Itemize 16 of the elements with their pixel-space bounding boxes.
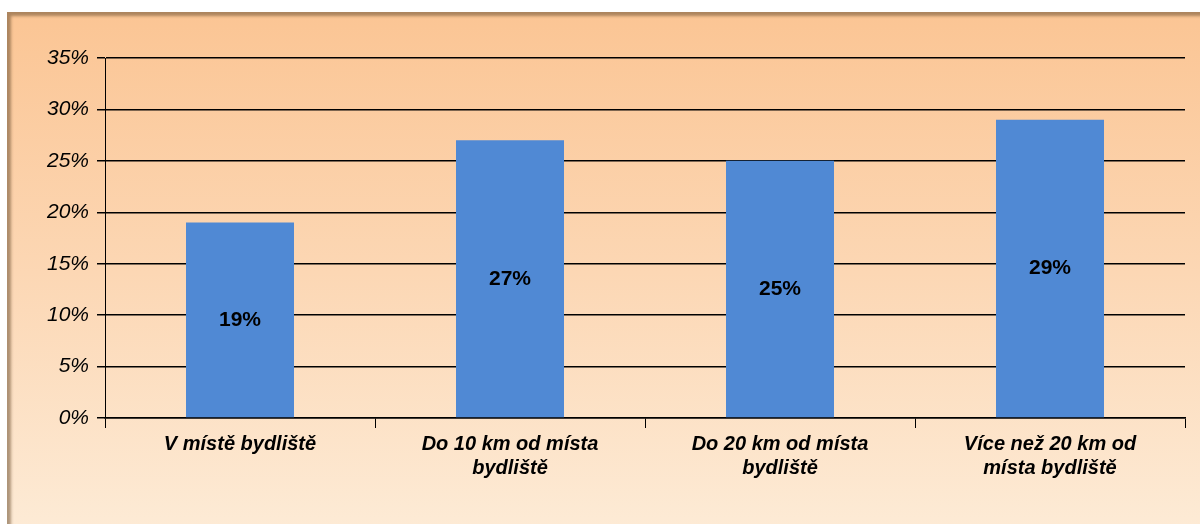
y-tick-label: 15%	[46, 250, 89, 274]
x-tick-label: V místě bydliště	[163, 431, 317, 454]
y-tick-label: 35%	[46, 44, 89, 68]
x-tick-label: Do 20 km od místa bydliště	[691, 431, 869, 478]
x-tick-label: Více než 20 km od místa bydliště	[963, 431, 1137, 478]
y-tick-label: 10%	[46, 301, 89, 325]
data-label: 27%	[488, 265, 532, 289]
x-tick-label: Do 10 km od místa bydliště	[421, 431, 599, 478]
y-tick-label: 5%	[58, 353, 89, 377]
data-label: 19%	[218, 306, 262, 330]
y-tick-label: 0%	[58, 404, 89, 428]
y-tick-label: 30%	[46, 96, 89, 120]
data-label: 29%	[1028, 255, 1072, 279]
y-tick-label: 25%	[45, 147, 89, 171]
y-tick-label: 20%	[45, 199, 89, 223]
data-label: 25%	[758, 275, 802, 299]
